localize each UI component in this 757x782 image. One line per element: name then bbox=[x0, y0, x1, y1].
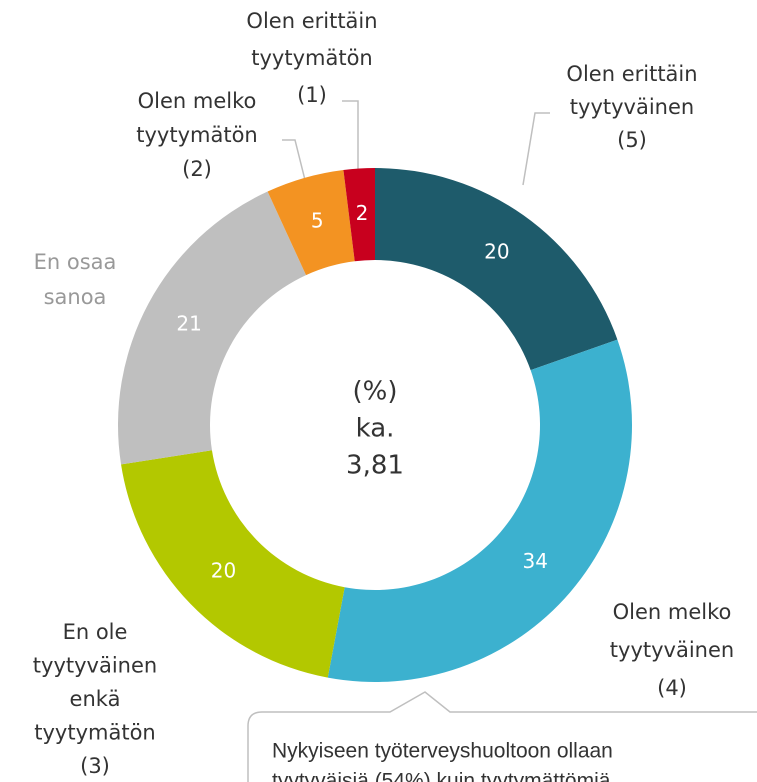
donut-segment bbox=[327, 339, 632, 682]
category-label-line: En ole bbox=[63, 620, 128, 644]
donut-segment bbox=[121, 450, 345, 678]
category-label-line: tyytymätön bbox=[136, 123, 257, 147]
data-label: 34 bbox=[523, 549, 548, 573]
category-label-line: En osaa bbox=[34, 250, 117, 274]
category-label-line: (5) bbox=[617, 128, 647, 152]
category-label: Olen melko tyytyväinen (4) bbox=[610, 600, 734, 700]
category-label: En osaa sanoa bbox=[34, 250, 117, 309]
category-label-line: tyytyväinen bbox=[33, 654, 157, 678]
leader-lines bbox=[282, 100, 550, 186]
center-label: ka. bbox=[356, 414, 395, 444]
data-label: 21 bbox=[176, 312, 201, 336]
category-label-line: Olen melko bbox=[138, 89, 257, 113]
leader-line bbox=[522, 112, 550, 186]
category-label-line: (2) bbox=[182, 157, 212, 181]
center-label: 3,81 bbox=[346, 451, 404, 481]
category-label-line: tyytyväinen bbox=[610, 638, 734, 662]
category-label-line: Olen erittäin bbox=[246, 9, 377, 33]
category-label-line: tyytymätön bbox=[34, 721, 155, 745]
data-label: 20 bbox=[484, 239, 509, 263]
donut-segment bbox=[375, 168, 618, 371]
category-label-line: sanoa bbox=[44, 285, 107, 309]
annotation: tyytyväisiä (54%) kuin tyytymättömiä bbox=[272, 770, 611, 782]
category-label: Olen melko tyytymätön (2) bbox=[136, 89, 257, 181]
donut-segment bbox=[343, 168, 375, 262]
category-label: En ole tyytyväinen enkä tyytymätön (3) bbox=[33, 620, 157, 778]
category-label: Olen erittäin tyytymätön (1) bbox=[246, 9, 377, 107]
leader-line bbox=[282, 139, 306, 181]
category-label: Olen erittäin tyytyväinen (5) bbox=[566, 62, 697, 152]
donut-segment bbox=[267, 169, 355, 276]
category-label-line: enkä bbox=[70, 687, 121, 711]
data-label: 20 bbox=[211, 558, 236, 582]
leader-line bbox=[342, 100, 359, 170]
category-label-line: Olen melko bbox=[613, 600, 732, 624]
data-label: 2 bbox=[356, 201, 369, 225]
callout-box bbox=[247, 691, 757, 782]
category-label-line: (3) bbox=[80, 754, 110, 778]
category-label-line: Olen erittäin bbox=[566, 62, 697, 86]
donut-segment bbox=[118, 191, 307, 465]
category-label-line: tyytyväinen bbox=[570, 95, 694, 119]
annotation: Nykyiseen työterveyshuoltoon ollaan bbox=[272, 740, 613, 763]
center-label: (%) bbox=[353, 377, 398, 407]
category-label-line: tyytymätön bbox=[251, 46, 372, 70]
data-label: 5 bbox=[311, 209, 324, 233]
category-label-line: (4) bbox=[657, 676, 687, 700]
category-label-line: (1) bbox=[297, 83, 327, 107]
